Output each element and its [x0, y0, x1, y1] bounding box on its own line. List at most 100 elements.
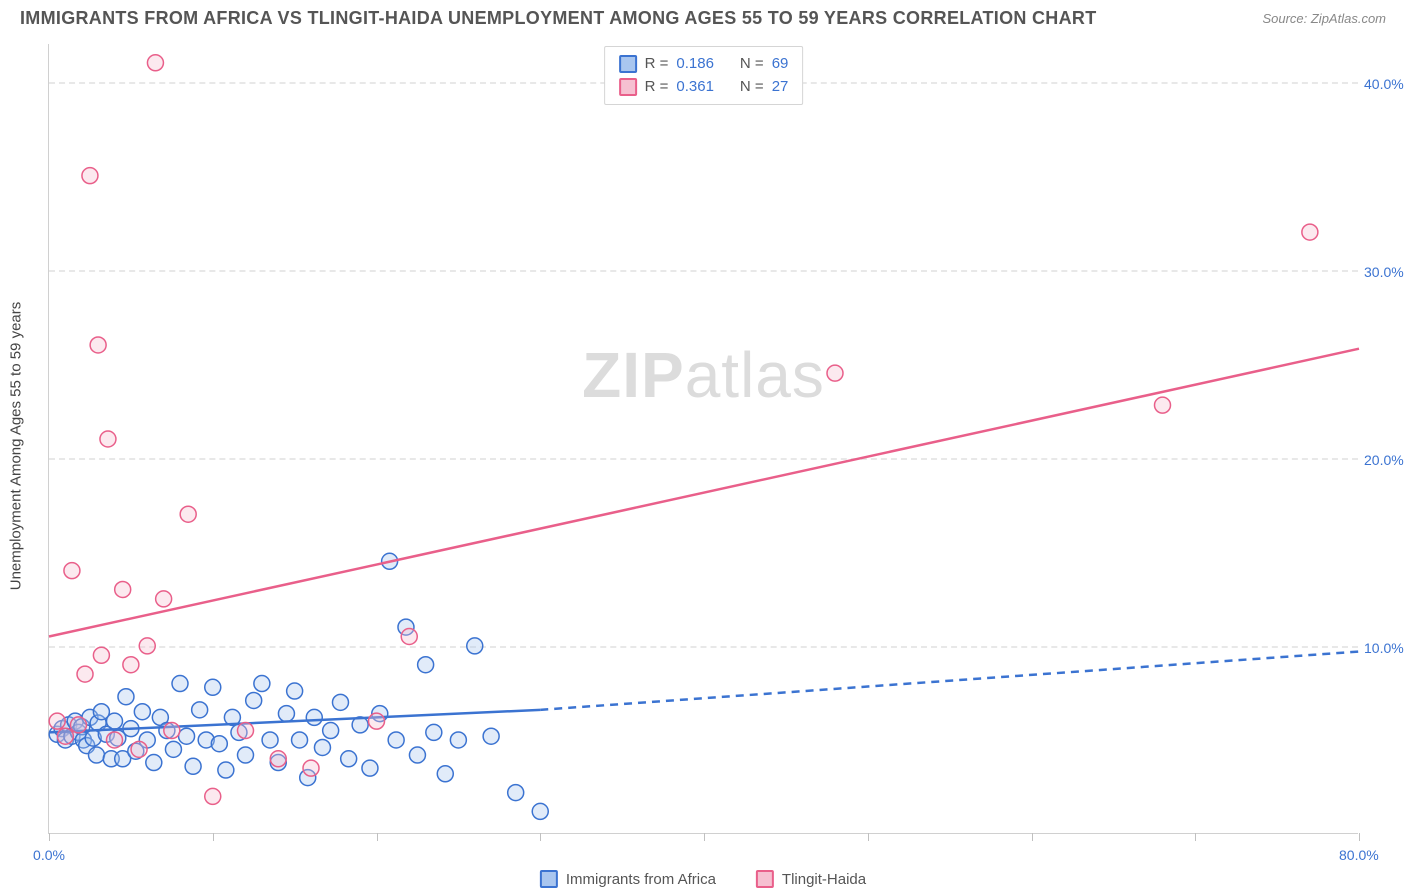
scatter-point: [172, 676, 188, 692]
chart-plot-area: ZIPatlas 10.0%20.0%30.0%40.0% 0.0%80.0% …: [48, 44, 1358, 834]
y-tick-label: 20.0%: [1364, 452, 1406, 468]
scatter-point: [134, 704, 150, 720]
chart-title: IMMIGRANTS FROM AFRICA VS TLINGIT-HAIDA …: [20, 8, 1097, 29]
scatter-point: [254, 676, 270, 692]
scatter-point: [93, 647, 109, 663]
legend-n-label: N =: [740, 76, 764, 99]
legend-n-value: 69: [772, 53, 789, 76]
scatter-point: [180, 506, 196, 522]
legend-r-value: 0.361: [676, 76, 714, 99]
scatter-point: [369, 713, 385, 729]
legend-series-label: Tlingit-Haida: [782, 871, 866, 888]
scatter-point: [450, 732, 466, 748]
scatter-point: [123, 657, 139, 673]
y-tick-label: 30.0%: [1364, 264, 1406, 280]
x-tick-label: 80.0%: [1339, 847, 1379, 863]
regression-line-dashed: [540, 652, 1359, 710]
x-tick: [1195, 833, 1196, 841]
scatter-point: [131, 741, 147, 757]
scatter-point: [303, 760, 319, 776]
y-axis-label: Unemployment Among Ages 55 to 59 years: [8, 302, 25, 591]
legend-r-label: R =: [645, 76, 669, 99]
scatter-point: [192, 702, 208, 718]
scatter-point: [341, 751, 357, 767]
legend-swatch: [540, 870, 558, 888]
legend-item: Tlingit-Haida: [756, 870, 866, 888]
legend-n-value: 27: [772, 76, 789, 99]
scatter-point: [426, 724, 442, 740]
legend-row: R = 0.361 N = 27: [619, 76, 789, 99]
legend-swatch: [619, 55, 637, 73]
scatter-point: [483, 728, 499, 744]
legend-r-value: 0.186: [676, 53, 714, 76]
scatter-point: [211, 736, 227, 752]
x-tick: [213, 833, 214, 841]
scatter-point: [532, 803, 548, 819]
scatter-point: [388, 732, 404, 748]
scatter-point: [467, 638, 483, 654]
scatter-point: [205, 679, 221, 695]
legend-row: R = 0.186 N = 69: [619, 53, 789, 76]
y-tick-label: 40.0%: [1364, 76, 1406, 92]
scatter-point: [278, 706, 294, 722]
scatter-point: [1155, 397, 1171, 413]
scatter-point: [418, 657, 434, 673]
scatter-point: [165, 741, 181, 757]
scatter-point: [827, 365, 843, 381]
scatter-point: [262, 732, 278, 748]
scatter-point: [401, 629, 417, 645]
x-tick: [1359, 833, 1360, 841]
scatter-point: [118, 689, 134, 705]
scatter-point: [156, 591, 172, 607]
scatter-point: [437, 766, 453, 782]
scatter-point: [1302, 224, 1318, 240]
scatter-point: [100, 431, 116, 447]
scatter-point: [88, 747, 104, 763]
regression-line: [49, 349, 1359, 637]
scatter-point: [139, 638, 155, 654]
scatter-point: [57, 728, 73, 744]
scatter-point: [82, 168, 98, 184]
scatter-point: [292, 732, 308, 748]
scatter-point: [238, 747, 254, 763]
scatter-point: [77, 666, 93, 682]
scatter-point: [508, 785, 524, 801]
scatter-point: [64, 563, 80, 579]
legend-n-label: N =: [740, 53, 764, 76]
scatter-point: [49, 713, 65, 729]
scatter-point: [185, 758, 201, 774]
x-tick: [1032, 833, 1033, 841]
scatter-point: [90, 337, 106, 353]
scatter-point: [409, 747, 425, 763]
scatter-point: [70, 717, 86, 733]
x-tick: [868, 833, 869, 841]
legend-r-label: R =: [645, 53, 669, 76]
legend-swatch: [756, 870, 774, 888]
scatter-point: [246, 692, 262, 708]
scatter-point: [270, 751, 286, 767]
scatter-point: [107, 732, 123, 748]
scatter-point: [107, 713, 123, 729]
x-tick-label: 0.0%: [33, 847, 65, 863]
scatter-point: [362, 760, 378, 776]
scatter-point: [164, 723, 180, 739]
correlation-legend: R = 0.186 N = 69 R = 0.361 N = 27: [604, 46, 804, 105]
y-tick-label: 10.0%: [1364, 640, 1406, 656]
scatter-svg: [49, 44, 1358, 833]
scatter-point: [332, 694, 348, 710]
legend-series-label: Immigrants from Africa: [566, 871, 716, 888]
scatter-point: [179, 728, 195, 744]
scatter-point: [314, 739, 330, 755]
scatter-point: [306, 709, 322, 725]
x-tick: [49, 833, 50, 841]
legend-item: Immigrants from Africa: [540, 870, 716, 888]
x-tick: [704, 833, 705, 841]
scatter-point: [218, 762, 234, 778]
source-label: Source: ZipAtlas.com: [1262, 11, 1386, 26]
scatter-point: [205, 788, 221, 804]
scatter-point: [287, 683, 303, 699]
scatter-point: [323, 723, 339, 739]
series-legend: Immigrants from Africa Tlingit-Haida: [540, 870, 866, 888]
scatter-point: [146, 755, 162, 771]
scatter-point: [147, 55, 163, 71]
